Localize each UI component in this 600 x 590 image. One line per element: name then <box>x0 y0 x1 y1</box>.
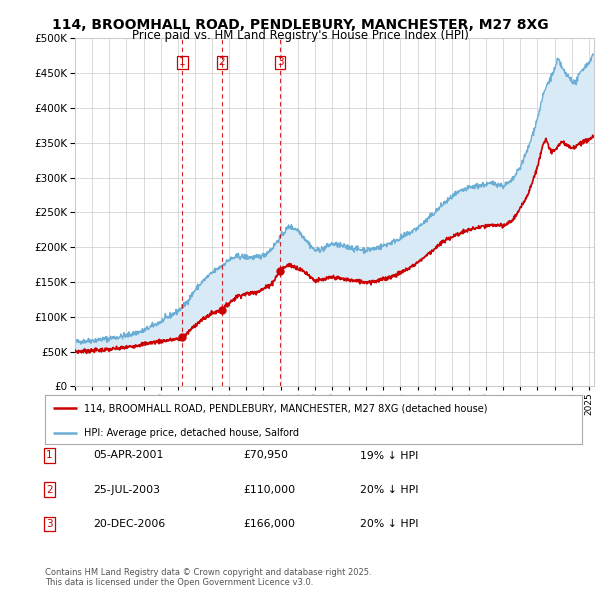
Text: 114, BROOMHALL ROAD, PENDLEBURY, MANCHESTER, M27 8XG (detached house): 114, BROOMHALL ROAD, PENDLEBURY, MANCHES… <box>83 404 487 414</box>
Text: £110,000: £110,000 <box>243 485 295 494</box>
Text: 1: 1 <box>46 451 53 460</box>
Text: 05-APR-2001: 05-APR-2001 <box>93 451 163 460</box>
Text: 25-JUL-2003: 25-JUL-2003 <box>93 485 160 494</box>
Text: 2: 2 <box>46 485 53 494</box>
Text: £166,000: £166,000 <box>243 519 295 529</box>
Text: 20-DEC-2006: 20-DEC-2006 <box>93 519 165 529</box>
Text: 3: 3 <box>46 519 53 529</box>
Text: 19% ↓ HPI: 19% ↓ HPI <box>360 451 418 460</box>
Text: 2: 2 <box>218 57 225 67</box>
Text: Contains HM Land Registry data © Crown copyright and database right 2025.
This d: Contains HM Land Registry data © Crown c… <box>45 568 371 587</box>
Text: 1: 1 <box>179 57 186 67</box>
Text: 20% ↓ HPI: 20% ↓ HPI <box>360 519 419 529</box>
Text: Price paid vs. HM Land Registry's House Price Index (HPI): Price paid vs. HM Land Registry's House … <box>131 30 469 42</box>
Text: 3: 3 <box>277 57 283 67</box>
Text: HPI: Average price, detached house, Salford: HPI: Average price, detached house, Salf… <box>83 428 299 438</box>
Text: 114, BROOMHALL ROAD, PENDLEBURY, MANCHESTER, M27 8XG: 114, BROOMHALL ROAD, PENDLEBURY, MANCHES… <box>52 18 548 32</box>
Text: 20% ↓ HPI: 20% ↓ HPI <box>360 485 419 494</box>
Text: £70,950: £70,950 <box>243 451 288 460</box>
